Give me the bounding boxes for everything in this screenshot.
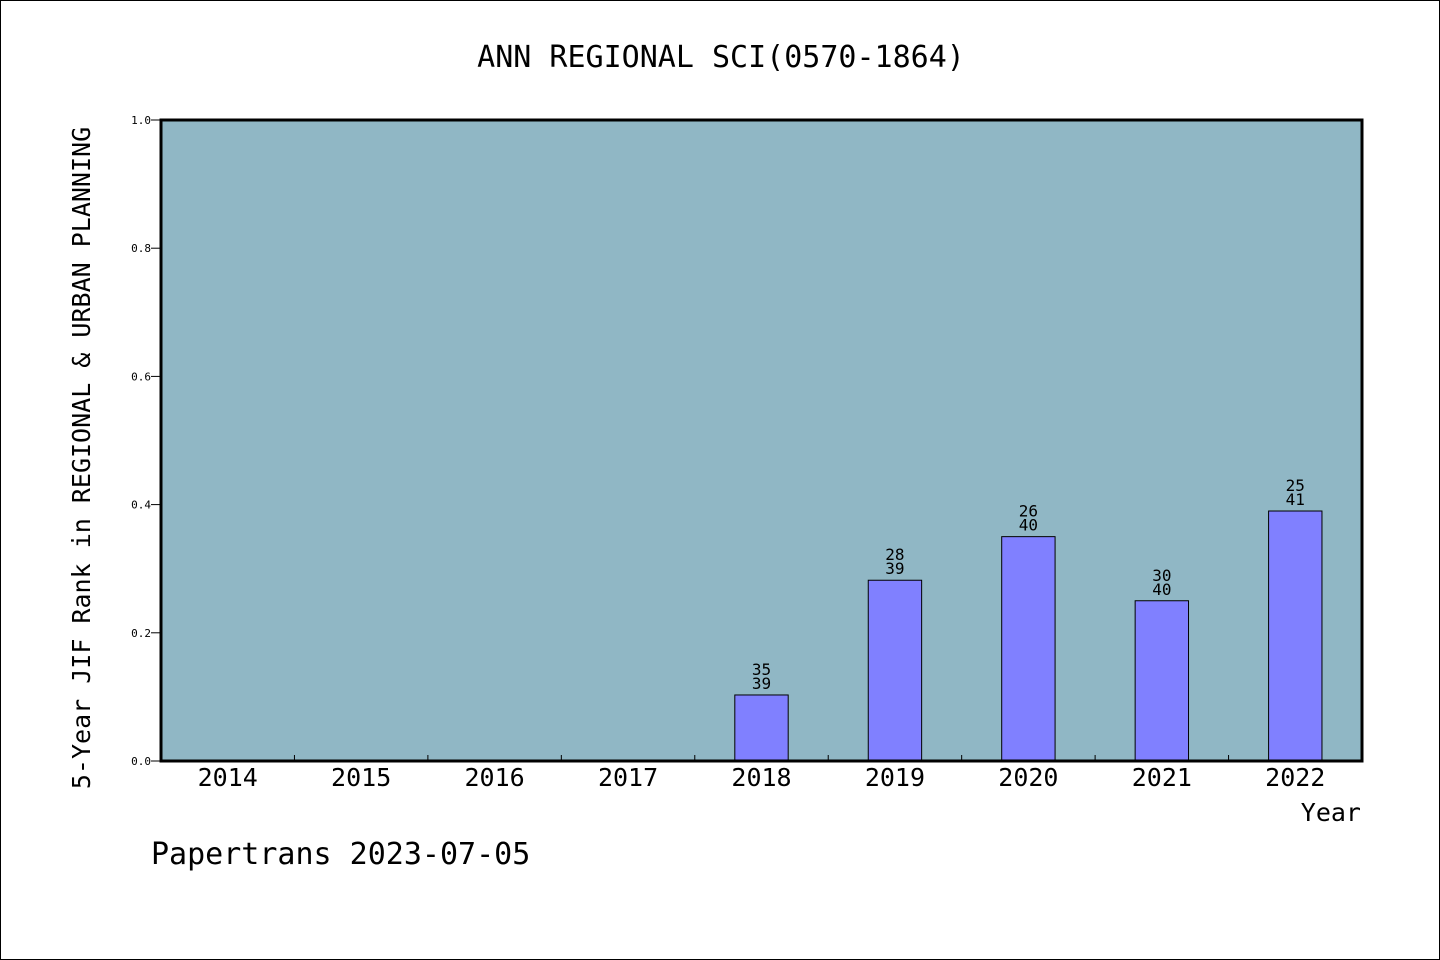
- x-axis-label: Year: [1301, 798, 1361, 827]
- bar-label-total-2021: 40: [1152, 580, 1171, 599]
- x-tick-label-2018: 2018: [731, 763, 791, 792]
- bar-2022: [1268, 510, 1323, 762]
- y-axis-label: 5-Year JIF Rank in REGIONAL & URBAN PLAN…: [67, 127, 96, 789]
- y-tick-label: 1.0: [131, 114, 151, 127]
- bar-2019: [867, 579, 923, 762]
- bar-label-total-2019: 39: [885, 559, 904, 578]
- bar-label-rank-2022: 25: [1286, 476, 1305, 495]
- x-tick-label-2022: 2022: [1265, 763, 1325, 792]
- y-tick-label: 0.0: [131, 755, 151, 768]
- y-tick-label: 0.2: [131, 627, 151, 640]
- bar-2020: [1001, 536, 1056, 762]
- bar-label-rank-2020: 26: [1019, 502, 1038, 521]
- bar-label-rank-2019: 28: [885, 545, 904, 564]
- bar-label-total-2022: 41: [1286, 490, 1305, 509]
- y-tick-label: 0.8: [131, 242, 151, 255]
- bar-2021: [1134, 600, 1190, 762]
- x-tick-label-2015: 2015: [331, 763, 391, 792]
- bar-label-total-2018: 39: [752, 674, 771, 693]
- x-tick-label-2020: 2020: [998, 763, 1058, 792]
- bar-label-rank-2018: 35: [752, 660, 771, 679]
- bar-label-rank-2021: 30: [1152, 566, 1171, 585]
- plot-border: [159, 118, 1364, 763]
- x-tick-label-2016: 2016: [465, 763, 525, 792]
- x-tick-label-2021: 2021: [1132, 763, 1192, 792]
- x-tick-label-2014: 2014: [198, 763, 258, 792]
- chart-title: ANN REGIONAL SCI(0570-1864): [477, 40, 965, 75]
- x-tick-label-2019: 2019: [865, 763, 925, 792]
- y-tick-label: 0.4: [131, 499, 151, 512]
- bar-label-total-2020: 40: [1019, 516, 1038, 535]
- y-tick-label: 0.6: [131, 370, 151, 383]
- axis-ticks-group: 2014 2015 2016 2017 2018 2019 2020 2021 2022 0.0 0…: [131, 114, 1325, 792]
- footer-watermark: Papertrans 2023-07-05: [151, 837, 530, 872]
- x-tick-label-2017: 2017: [598, 763, 658, 792]
- bar-2018: [734, 694, 789, 762]
